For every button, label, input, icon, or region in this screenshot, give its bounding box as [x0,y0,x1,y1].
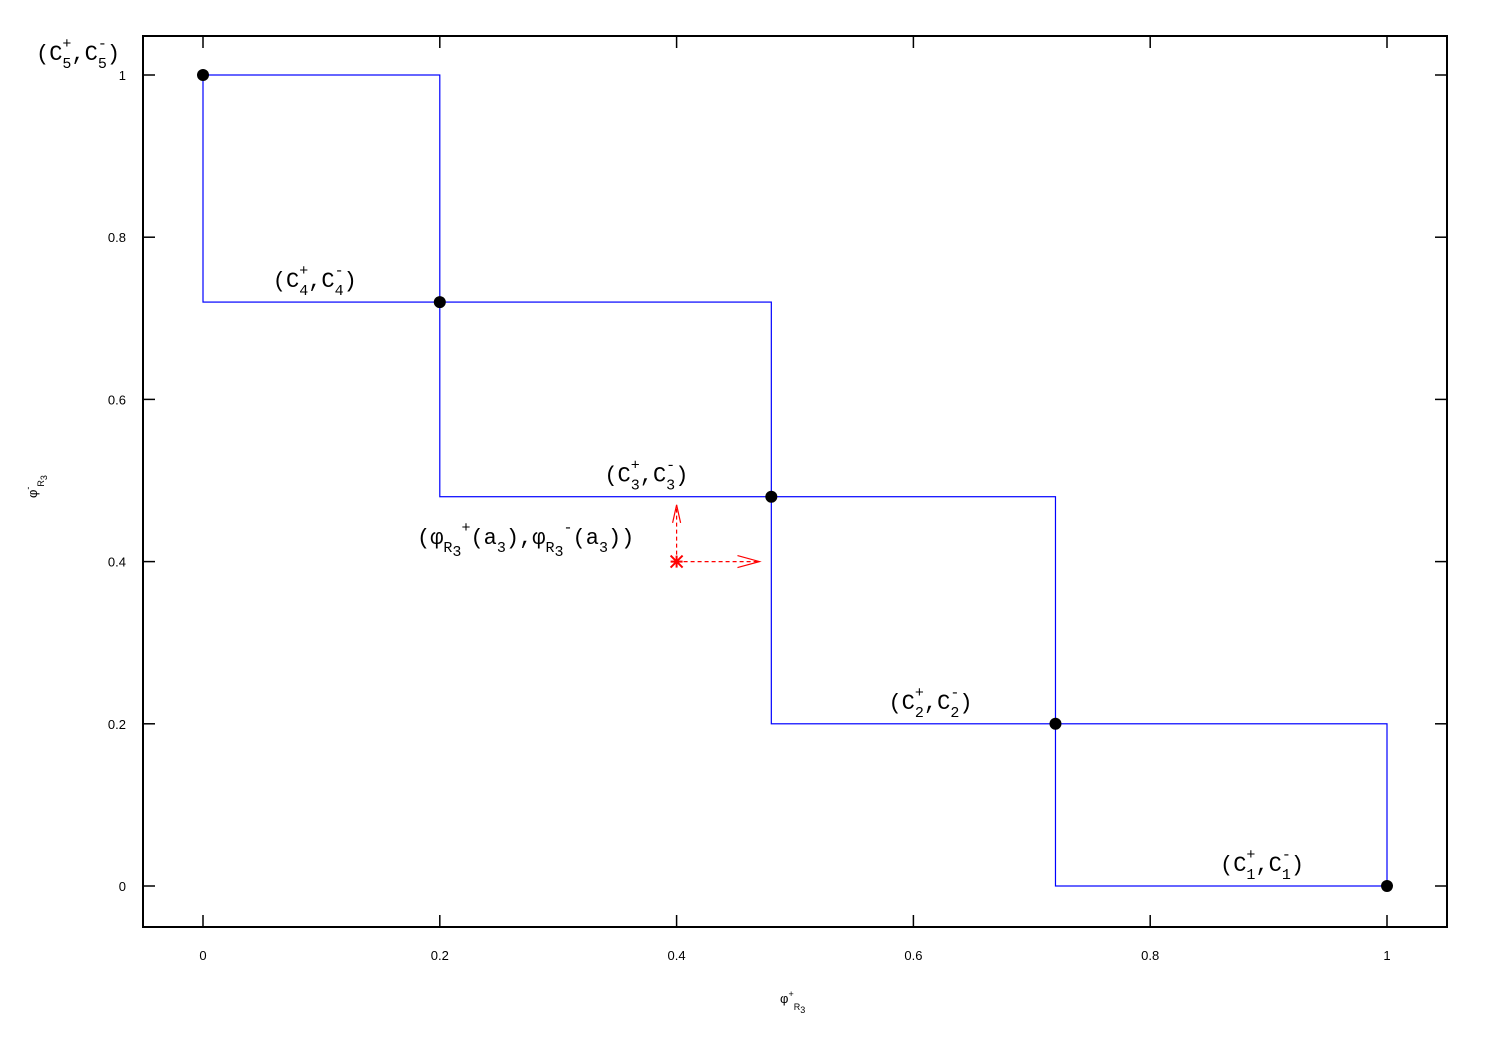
y-axis-label: φ-R3 [23,475,49,498]
y-tick-label: 0.4 [108,555,126,570]
point-label: (C+ 1,C-1) [1220,847,1304,884]
arrow-up-head [672,504,682,523]
axes: 0 0.2 0.4 0.6 0.8 1 0 0.2 0.4 0.6 0.8 1 φ+R3 φ-R3 [23,35,1448,1015]
y-tick-label: 0 [119,879,126,894]
x-tick-label: 0.8 [1141,948,1159,963]
point-label: (C+ 4,C-4) [273,263,357,300]
x-tick-label: 1 [1383,948,1390,963]
data-point [1049,717,1062,730]
x-tick-label: 0.6 [904,948,922,963]
series-box [439,301,772,498]
arrow-right-head [737,555,762,569]
data-point [197,69,209,81]
series-box [770,496,1057,725]
x-axis-label: φ+R3 [780,989,805,1015]
point-label: (C+ 3,C-3) [604,458,688,495]
data-point [765,490,778,503]
x-tick-label: 0.2 [431,948,449,963]
series-boxes [202,74,1388,887]
data-point [433,296,446,309]
y-tick-label: 0.8 [108,230,126,245]
y-tick-label: 0.6 [108,392,126,407]
y-tick-label: 1 [119,68,126,83]
data-points [197,69,1393,892]
point-labels: (C+ 5,C-5) (C+ 4,C-4) (C+ 3,C-3) (C+ 2,C-2) (C+ 1… [36,36,1304,884]
query-point-group: (φR3+(a3),φR3-(a3)) [417,504,762,569]
query-point-label: (φR3+(a3),φR3-(a3)) [417,520,634,561]
series-box [202,74,441,303]
plot-frame [142,35,1448,928]
point-label: (C+ 2,C-2) [888,685,972,722]
series-box [1054,723,1388,887]
point-label: (C+ 5,C-5) [36,36,120,73]
x-tick-label: 0.4 [668,948,686,963]
query-star [669,554,684,569]
x-tick-label: 0 [199,948,206,963]
y-tick-label: 0.2 [108,717,126,732]
data-point [1381,880,1393,892]
